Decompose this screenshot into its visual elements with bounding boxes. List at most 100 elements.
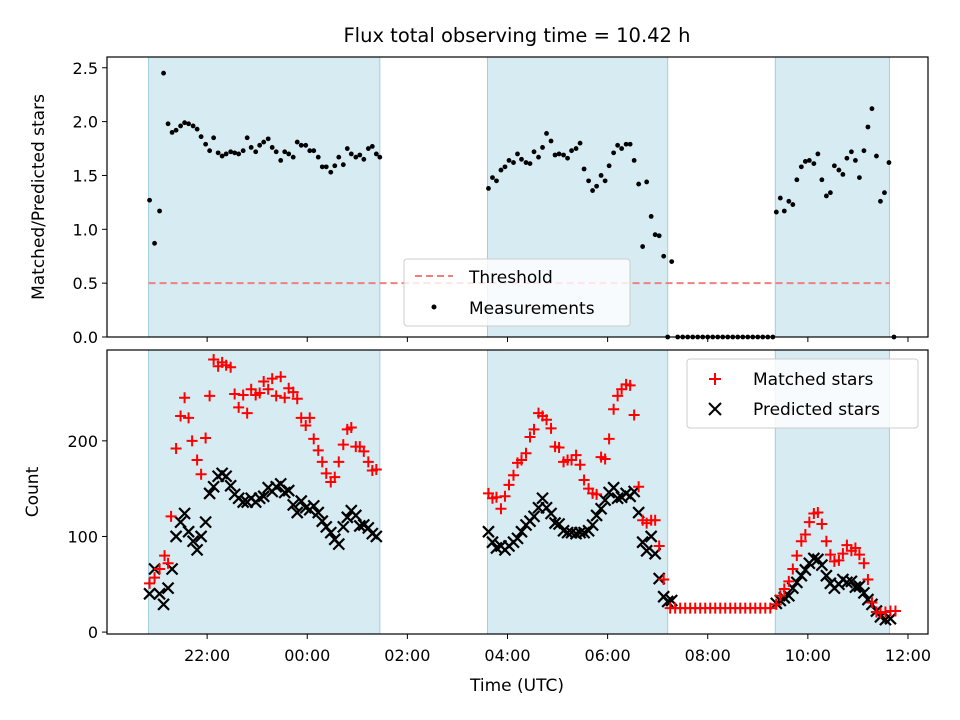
matched-stars-marker [553, 442, 565, 454]
matched-stars-marker [578, 474, 590, 486]
matched-stars-marker [144, 577, 156, 589]
matched-stars-marker [149, 572, 161, 584]
bottom-y-axis-label: Count [23, 466, 43, 517]
predicted-stars-marker [182, 525, 195, 538]
predicted-stars-marker [370, 530, 383, 543]
predicted-stars-marker [536, 491, 549, 505]
measurement-point [598, 173, 604, 178]
matched-stars-marker [862, 573, 874, 585]
matched-stars-marker [624, 379, 636, 391]
predicted-stars-marker [194, 530, 208, 543]
matched-stars-marker [233, 401, 245, 413]
predicted-stars-marker [332, 537, 346, 551]
matched-stars-marker [159, 550, 171, 562]
bottom-axes-frame [106, 349, 929, 635]
matched-stars-marker [175, 410, 187, 422]
measurement-point [486, 185, 491, 191]
measurement-point [781, 208, 787, 214]
x-tick-label: 08:00 [685, 646, 731, 665]
observing-window-band [774, 56, 890, 338]
matched-stars-marker [262, 383, 274, 395]
matched-stars-marker [774, 590, 786, 602]
measurement-point [556, 151, 562, 157]
measurement-point [615, 142, 621, 148]
measurement-point [269, 145, 275, 150]
matched-stars-marker [329, 471, 341, 483]
matched-stars-marker [270, 390, 282, 402]
predicted-stars-marker [586, 518, 599, 532]
predicted-stars-marker [815, 558, 829, 572]
top-legend-box [403, 258, 631, 327]
matched-stars-marker [816, 518, 828, 530]
matched-stars-marker [254, 387, 266, 399]
measurement-point [648, 213, 654, 219]
matched-stars-marker [787, 563, 799, 575]
predicted-stars-marker [853, 579, 866, 593]
matched-stars-marker [764, 602, 776, 614]
legend-predicted-label: Predicted stars [753, 400, 880, 420]
predicted-stars-marker [486, 535, 499, 549]
predicted-stars-marker [527, 510, 541, 523]
matched-stars-marker [570, 449, 582, 461]
top-legend: Threshold Measurements [403, 258, 631, 327]
measurement-point [298, 142, 304, 148]
measurement-point [590, 188, 595, 193]
measurement-point [248, 145, 254, 150]
measurement-point [211, 135, 217, 141]
measurement-point [223, 151, 229, 157]
predicted-stars-marker [611, 491, 624, 505]
legend-measurements-label: Measurements [469, 299, 595, 319]
y-tick-label: 2.5 [73, 59, 98, 78]
predicted-stars-marker [207, 480, 220, 494]
top-y-axis-label: Matched/Predicted stars [29, 94, 49, 300]
measurement-point [244, 135, 250, 141]
measurement-point [844, 155, 850, 161]
predicted-stars-marker [286, 498, 300, 512]
matched-stars-marker [170, 442, 182, 454]
measurement-point [161, 70, 166, 76]
matched-stars-marker [603, 433, 615, 445]
predicted-stars-marker [598, 493, 612, 507]
measurement-point [577, 140, 583, 146]
bottom-axes: 0 100 200 22:00 00:00 02:00 04:00 06:00 08:00 10… [23, 349, 931, 696]
predicted-stars-marker [795, 569, 808, 582]
measurement-point [857, 175, 862, 181]
predicted-stars-marker [143, 587, 156, 601]
predicted-stars-marker [594, 502, 608, 516]
measurement-point [836, 167, 842, 173]
measurement-point [273, 149, 279, 155]
matched-stars-marker [649, 514, 661, 526]
measurement-point [548, 138, 554, 144]
measurement-point [823, 193, 829, 199]
measurement-point [798, 164, 804, 170]
matched-stars-marker [279, 392, 291, 404]
measurement-point [369, 143, 375, 149]
matched-stars-marker [507, 469, 519, 481]
matched-stars-marker [345, 421, 357, 433]
measurement-point [819, 177, 825, 183]
matched-stars-marker [195, 468, 207, 480]
predicted-stars-marker [590, 509, 603, 522]
matched-stars-marker [799, 529, 811, 541]
measurement-point [569, 148, 574, 154]
predicted-stars-marker [482, 525, 495, 538]
y-tick-label: 200 [67, 432, 98, 451]
top-axes-frame [106, 56, 929, 338]
measurement-point [203, 141, 209, 147]
measurement-point [561, 152, 566, 158]
measurement-point [619, 146, 625, 151]
measurement-point [178, 123, 183, 129]
matched-stars-marker [358, 445, 370, 457]
measurement-point [531, 149, 537, 155]
measurement-point [540, 145, 545, 150]
matched-stars-marker [191, 454, 203, 466]
measurement-point [849, 149, 854, 155]
predicted-stars-marker [644, 530, 658, 543]
chart-title: Flux total observing time = 10.42 h [343, 24, 690, 47]
predicted-stars-marker [157, 598, 170, 611]
matched-stars-marker [337, 439, 349, 451]
measurement-point [294, 139, 300, 145]
predicted-stars-marker [324, 526, 338, 539]
measurement-point [573, 146, 579, 151]
measurement-point [669, 259, 675, 265]
